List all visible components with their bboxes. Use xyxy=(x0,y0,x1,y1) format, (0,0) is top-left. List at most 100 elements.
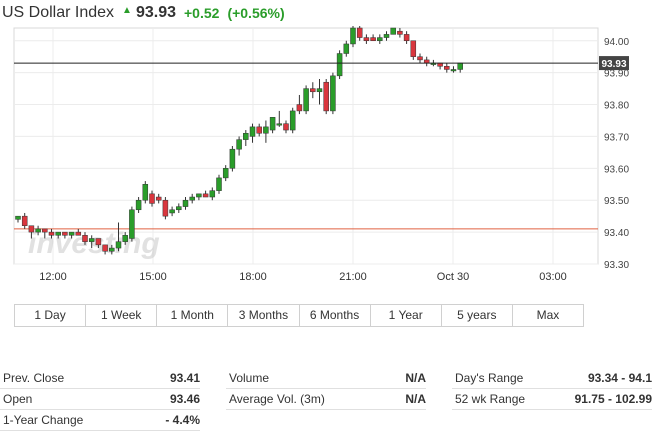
stat-label: 1-Year Change xyxy=(3,413,84,427)
tab-3-months[interactable]: 3 Months xyxy=(228,305,300,326)
candle-up xyxy=(68,231,75,236)
candle-up xyxy=(390,27,396,35)
candle-down xyxy=(21,215,28,226)
stat-label: 52 wk Range xyxy=(455,392,526,406)
candle-up xyxy=(229,148,236,169)
candle-down xyxy=(162,199,169,217)
investing-watermark-logo: investing xyxy=(28,227,160,260)
candle-up xyxy=(135,199,142,211)
instrument-title: US Dollar Index xyxy=(2,4,115,21)
candle-up xyxy=(216,177,222,191)
y-tick-label: 93.90 xyxy=(604,69,629,80)
candle-up xyxy=(129,209,135,239)
candle-up xyxy=(269,117,276,131)
candle-up xyxy=(209,190,216,198)
y-tick-label: 93.70 xyxy=(604,132,629,143)
stat-volume: Volume N/A xyxy=(226,368,426,388)
candle-up xyxy=(243,132,249,140)
stat-label: Average Vol. (3m) xyxy=(229,392,325,406)
candle-up xyxy=(350,27,356,45)
candle-up xyxy=(169,209,175,214)
stat-average-volume: Average Vol. (3m) N/A xyxy=(226,389,426,409)
candle-down xyxy=(310,88,316,93)
candle-down xyxy=(356,27,363,38)
current-price-tag xyxy=(599,56,629,71)
candle-down xyxy=(410,40,417,57)
candle-down xyxy=(42,228,48,233)
candle-up xyxy=(196,193,202,198)
candlestick-chart[interactable]: 94.00 93.90 93.80 93.70 93.60 93.50 93.40 93.30… xyxy=(0,26,658,296)
y-tick-label: 93.60 xyxy=(604,164,629,175)
candle-up xyxy=(222,168,229,179)
candle-up xyxy=(457,62,463,70)
candle-up xyxy=(236,139,242,150)
candle-up xyxy=(343,43,350,54)
candle-down xyxy=(296,104,303,112)
up-arrow-icon: ▲ xyxy=(122,4,132,16)
candle-up xyxy=(383,34,390,38)
tab-1-year[interactable]: 1 Year xyxy=(371,305,442,326)
candle-up xyxy=(276,123,283,126)
candle-up xyxy=(316,88,323,93)
y-tick-label: 93.50 xyxy=(604,196,629,207)
tab-1-day[interactable]: 1 Day xyxy=(15,305,87,326)
candle-down xyxy=(363,37,370,42)
stat-52wk-range: 52 wk Range 91.75 - 102.99 xyxy=(452,389,652,409)
tab-6-months[interactable]: 6 Months xyxy=(300,305,371,326)
stat-value: 93.34 - 94.1 xyxy=(587,371,652,385)
candle-up xyxy=(336,53,343,77)
divider xyxy=(0,409,200,410)
candle-up xyxy=(377,37,383,42)
candle-down xyxy=(75,231,82,236)
candle-up xyxy=(122,235,128,242)
tab-1-week[interactable]: 1 Week xyxy=(86,305,158,326)
x-tick-label: 18:00 xyxy=(239,271,267,283)
y-tick-label: 93.40 xyxy=(604,228,629,239)
candle-up xyxy=(189,196,195,201)
candle-up xyxy=(249,126,256,137)
y-tick-label: 94.00 xyxy=(604,37,629,48)
divider xyxy=(452,409,652,410)
timeframe-tabs: 1 Day 1 Week 1 Month 3 Months 6 Months 1… xyxy=(14,304,584,327)
candle-up xyxy=(35,228,41,233)
tab-5-years[interactable]: 5 years xyxy=(442,305,513,326)
x-tick-label: Oct 30 xyxy=(437,271,469,283)
divider xyxy=(452,388,652,389)
candle-up xyxy=(450,69,457,72)
x-tick-label: 03:00 xyxy=(539,271,567,283)
stat-label: Prev. Close xyxy=(3,371,65,385)
candle-down xyxy=(397,30,403,35)
stat-label: Open xyxy=(3,392,33,406)
candle-up xyxy=(289,110,296,131)
candle-down xyxy=(202,193,209,198)
quote-header: US Dollar Index ▲ 93.93 +0.52 (+0.56%) xyxy=(0,2,285,24)
candle-down xyxy=(149,193,155,204)
stat-days-range: Day's Range 93.34 - 94.1 xyxy=(452,368,652,388)
candle-down xyxy=(403,34,410,42)
candle-up xyxy=(55,231,61,236)
candle-down xyxy=(283,123,289,131)
stat-value: N/A xyxy=(405,371,426,385)
candle-up xyxy=(88,238,95,242)
x-tick-label: 21:00 xyxy=(339,271,367,283)
candle-up xyxy=(109,247,115,252)
stat-value: 93.46 xyxy=(169,392,200,406)
current-price-label: 93.93 xyxy=(601,59,626,70)
candle-down xyxy=(370,37,376,42)
stat-value: 93.41 xyxy=(169,371,200,385)
tab-max[interactable]: Max xyxy=(536,308,560,322)
divider xyxy=(226,409,426,410)
candle-down xyxy=(48,231,55,236)
divider xyxy=(226,388,426,389)
candle-up xyxy=(303,88,309,112)
x-tick-label: 12:00 xyxy=(39,271,67,283)
price-change-percent: (+0.56%) xyxy=(227,5,285,21)
candle-down xyxy=(323,81,329,112)
x-tick-label: 15:00 xyxy=(139,271,167,283)
candle-up xyxy=(115,241,122,249)
candle-down xyxy=(444,66,450,70)
stat-year-change: 1-Year Change - 4.4% xyxy=(0,410,200,430)
candle-up xyxy=(176,206,182,211)
candle-down xyxy=(28,225,35,233)
tab-1-month[interactable]: 1 Month xyxy=(157,305,229,326)
